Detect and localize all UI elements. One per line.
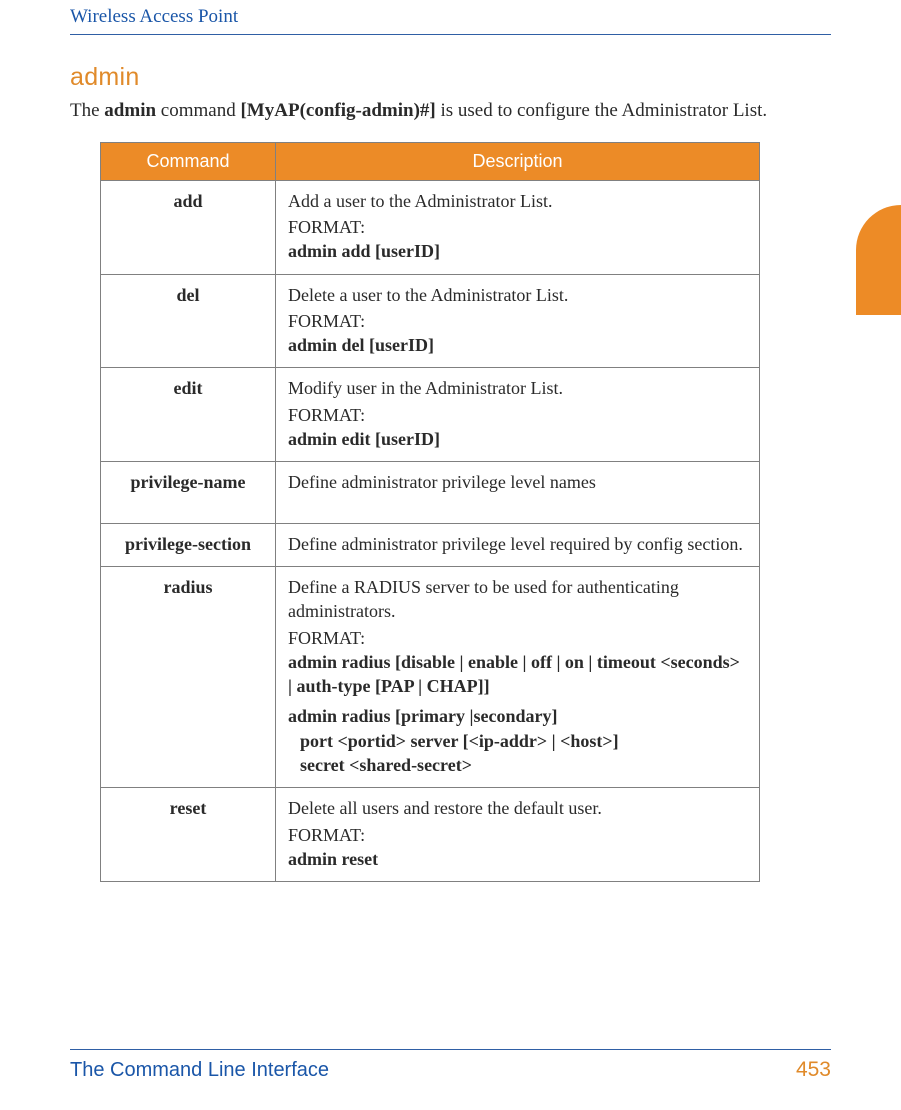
cmd-desc: Define administrator privilege level nam… xyxy=(288,470,747,494)
table-header-row: Command Description xyxy=(101,142,760,180)
page-footer: The Command Line Interface 453 xyxy=(70,1049,831,1082)
intro-text-suffix: is used to configure the Administrator L… xyxy=(436,100,767,121)
format-text: admin add [userID] xyxy=(288,239,747,263)
page-number: 453 xyxy=(796,1058,831,1082)
format-label: FORMAT: xyxy=(288,309,747,333)
footer-title: The Command Line Interface xyxy=(70,1059,329,1082)
cmd-name: privilege-section xyxy=(101,523,276,566)
section-title: admin xyxy=(70,63,831,92)
table-row: privilege-section Define administrator p… xyxy=(101,523,760,566)
cmd-name: radius xyxy=(101,566,276,787)
format-text: admin del [userID] xyxy=(288,333,747,357)
format-label: FORMAT: xyxy=(288,215,747,239)
command-table: Command Description add Add a user to th… xyxy=(100,142,760,883)
cmd-desc: Delete a user to the Administrator List. xyxy=(288,283,747,307)
format-label: FORMAT: xyxy=(288,823,747,847)
intro-text-prefix: The xyxy=(70,100,104,121)
cmd-name: privilege-name xyxy=(101,462,276,523)
cmd-desc-cell: Define administrator privilege level req… xyxy=(276,523,760,566)
cmd-desc-cell: Delete a user to the Administrator List.… xyxy=(276,274,760,368)
cmd-desc-cell: Define a RADIUS server to be used for au… xyxy=(276,566,760,787)
cmd-name: add xyxy=(101,180,276,274)
running-head: Wireless Access Point xyxy=(70,0,831,28)
table-row: add Add a user to the Administrator List… xyxy=(101,180,760,274)
th-description: Description xyxy=(276,142,760,180)
table-row: del Delete a user to the Administrator L… xyxy=(101,274,760,368)
th-command: Command xyxy=(101,142,276,180)
intro-cmd: admin xyxy=(104,100,156,121)
format-label: FORMAT: xyxy=(288,403,747,427)
cmd-desc: Define administrator privilege level req… xyxy=(288,532,747,556)
footer-rule xyxy=(70,1049,831,1050)
table-row: edit Modify user in the Administrator Li… xyxy=(101,368,760,462)
format-text: admin radius [disable | enable | off | o… xyxy=(288,650,747,699)
cmd-desc-cell: Add a user to the Administrator List. FO… xyxy=(276,180,760,274)
format-label: FORMAT: xyxy=(288,626,747,650)
table-row: privilege-name Define administrator priv… xyxy=(101,462,760,523)
format-text: admin edit [userID] xyxy=(288,427,747,451)
cmd-name: edit xyxy=(101,368,276,462)
cmd-desc-cell: Define administrator privilege level nam… xyxy=(276,462,760,523)
cmd-desc: Delete all users and restore the default… xyxy=(288,796,747,820)
cmd-name: reset xyxy=(101,788,276,882)
intro-paragraph: The admin command [MyAP(config-admin)#] … xyxy=(70,98,831,124)
header-rule xyxy=(70,34,831,35)
cmd-desc: Modify user in the Administrator List. xyxy=(288,376,747,400)
table-row: radius Define a RADIUS server to be used… xyxy=(101,566,760,787)
intro-prompt: [MyAP(config-admin)#] xyxy=(240,100,435,121)
format-text: secret <shared-secret> xyxy=(288,753,747,777)
cmd-desc-cell: Delete all users and restore the default… xyxy=(276,788,760,882)
cmd-desc: Add a user to the Administrator List. xyxy=(288,189,747,213)
format-text: admin reset xyxy=(288,847,747,871)
cmd-name: del xyxy=(101,274,276,368)
intro-text-mid: command xyxy=(156,100,240,121)
format-text: admin radius [primary |secondary] xyxy=(288,704,747,728)
format-text: port <portid> server [<ip-addr> | <host>… xyxy=(288,729,747,753)
thumb-tab xyxy=(856,205,901,315)
table-row: reset Delete all users and restore the d… xyxy=(101,788,760,882)
cmd-desc: Define a RADIUS server to be used for au… xyxy=(288,575,747,624)
page: Wireless Access Point admin The admin co… xyxy=(0,0,901,1110)
cmd-desc-cell: Modify user in the Administrator List. F… xyxy=(276,368,760,462)
